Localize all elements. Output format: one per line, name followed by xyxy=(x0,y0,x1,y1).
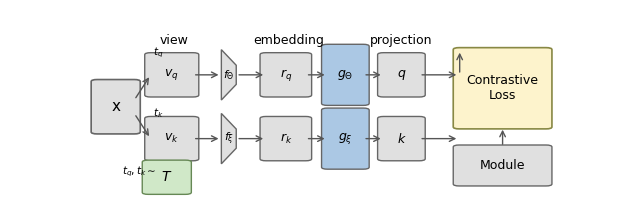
Polygon shape xyxy=(221,113,236,164)
FancyBboxPatch shape xyxy=(145,116,199,161)
FancyBboxPatch shape xyxy=(321,108,369,169)
Text: $r_q$: $r_q$ xyxy=(280,67,292,83)
Text: $v_k$: $v_k$ xyxy=(164,132,179,145)
FancyBboxPatch shape xyxy=(260,53,312,97)
FancyBboxPatch shape xyxy=(142,160,191,194)
FancyBboxPatch shape xyxy=(260,116,312,161)
FancyBboxPatch shape xyxy=(91,80,140,134)
Text: $g_\Theta$: $g_\Theta$ xyxy=(337,68,353,82)
Text: $k$: $k$ xyxy=(397,132,406,146)
Text: view: view xyxy=(160,34,189,47)
Text: $f_\xi$: $f_\xi$ xyxy=(224,130,234,147)
Text: $t_q, t_k \sim$: $t_q, t_k \sim$ xyxy=(122,165,157,179)
Text: $q$: $q$ xyxy=(397,68,406,82)
Text: $t_k$: $t_k$ xyxy=(154,107,164,120)
Text: embedding: embedding xyxy=(253,34,324,47)
FancyBboxPatch shape xyxy=(378,116,425,161)
Polygon shape xyxy=(221,50,236,100)
Text: $v_q$: $v_q$ xyxy=(164,67,179,82)
Text: $r_k$: $r_k$ xyxy=(280,132,292,146)
Text: projection: projection xyxy=(370,34,433,47)
FancyBboxPatch shape xyxy=(453,48,552,129)
FancyBboxPatch shape xyxy=(145,53,199,97)
Text: Module: Module xyxy=(480,159,525,172)
Text: $t_q$: $t_q$ xyxy=(154,46,164,60)
FancyBboxPatch shape xyxy=(453,145,552,186)
Text: $f_\Theta$: $f_\Theta$ xyxy=(223,68,235,82)
Text: x: x xyxy=(111,99,120,114)
FancyBboxPatch shape xyxy=(321,44,369,105)
Text: Contrastive
Loss: Contrastive Loss xyxy=(467,74,539,102)
Text: $g_\xi$: $g_\xi$ xyxy=(338,131,353,146)
FancyBboxPatch shape xyxy=(378,53,425,97)
Text: $T$: $T$ xyxy=(161,170,173,184)
